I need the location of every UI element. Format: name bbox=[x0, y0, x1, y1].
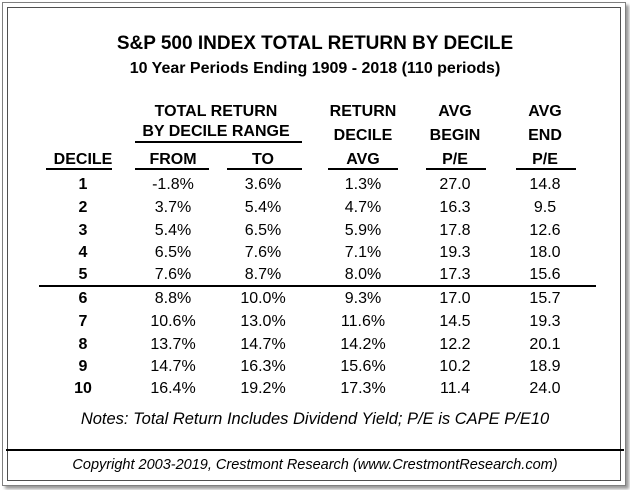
table-frame bbox=[2, 2, 626, 486]
cell-decile-row-10: 10 bbox=[74, 380, 92, 397]
header-end-pe-line2: END bbox=[528, 127, 562, 144]
cell-end-pe-row-9: 18.9 bbox=[529, 358, 561, 375]
copyright-text: Copyright 2003-2019, Crestmont Research … bbox=[72, 457, 558, 473]
header-to-underline bbox=[227, 168, 302, 170]
cell-to-row-8: 14.7% bbox=[240, 336, 286, 353]
cell-from-row-4: 6.5% bbox=[154, 244, 192, 261]
header-avg-line2: DECILE bbox=[333, 127, 393, 144]
cell-to-row-10: 19.2% bbox=[240, 380, 286, 397]
header-begin-pe-line1: AVG bbox=[438, 103, 472, 120]
cell-from-row-1: -1.8% bbox=[152, 176, 194, 193]
cell-end-pe-row-5: 15.6 bbox=[529, 266, 561, 283]
cell-avg-row-7: 11.6% bbox=[340, 313, 386, 330]
cell-to-row-1: 3.6% bbox=[244, 176, 282, 193]
cell-avg-row-2: 4.7% bbox=[344, 199, 382, 216]
header-begin-pe-line3: P/E bbox=[442, 151, 468, 168]
decile-divider bbox=[39, 285, 596, 287]
cell-avg-row-8: 14.2% bbox=[340, 336, 386, 353]
cell-begin-pe-row-4: 19.3 bbox=[439, 244, 471, 261]
cell-decile-row-5: 5 bbox=[78, 266, 88, 283]
table-notes: Notes: Total Return Includes Dividend Yi… bbox=[80, 410, 550, 428]
cell-decile-row-9: 9 bbox=[78, 358, 88, 375]
cell-end-pe-row-4: 18.0 bbox=[529, 244, 561, 261]
header-begin-pe-line2: BEGIN bbox=[429, 127, 481, 144]
header-avg-line1: RETURN bbox=[329, 103, 397, 120]
cell-from-row-5: 7.6% bbox=[154, 266, 192, 283]
header-avg-line3: AVG bbox=[346, 151, 380, 168]
header-from: FROM bbox=[149, 151, 197, 168]
cell-begin-pe-row-2: 16.3 bbox=[439, 199, 471, 216]
cell-to-row-7: 13.0% bbox=[240, 313, 286, 330]
cell-begin-pe-row-3: 17.8 bbox=[439, 222, 471, 239]
cell-to-row-6: 10.0% bbox=[240, 290, 286, 307]
cell-begin-pe-row-10: 11.4 bbox=[440, 380, 470, 397]
cell-to-row-2: 5.4% bbox=[244, 199, 282, 216]
cell-avg-row-5: 8.0% bbox=[344, 266, 382, 283]
cell-from-row-9: 14.7% bbox=[150, 358, 196, 375]
cell-end-pe-row-10: 24.0 bbox=[529, 380, 561, 397]
cell-decile-row-7: 7 bbox=[78, 313, 88, 330]
header-avg-underline bbox=[328, 168, 398, 170]
cell-begin-pe-row-9: 10.2 bbox=[439, 358, 471, 375]
cell-from-row-10: 16.4% bbox=[150, 380, 196, 397]
table-border bbox=[7, 7, 621, 481]
group-header-underline bbox=[135, 141, 302, 143]
cell-begin-pe-row-7: 14.5 bbox=[439, 313, 471, 330]
header-decile: DECILE bbox=[53, 151, 113, 168]
header-end-pe-line3: P/E bbox=[532, 151, 558, 168]
header-end-pe-line1: AVG bbox=[528, 103, 562, 120]
cell-begin-pe-row-5: 17.3 bbox=[439, 266, 471, 283]
cell-from-row-2: 3.7% bbox=[154, 199, 192, 216]
header-end-pe-underline bbox=[516, 168, 576, 170]
cell-from-row-3: 5.4% bbox=[154, 222, 192, 239]
cell-end-pe-row-7: 19.3 bbox=[529, 313, 561, 330]
cell-avg-row-1: 1.3% bbox=[344, 176, 382, 193]
cell-from-row-6: 8.8% bbox=[154, 290, 192, 307]
cell-begin-pe-row-1: 27.0 bbox=[439, 176, 471, 193]
cell-to-row-5: 8.7% bbox=[244, 266, 282, 283]
header-by-decile-range: BY DECILE RANGE bbox=[142, 123, 290, 140]
footer-divider bbox=[6, 449, 624, 451]
table-subtitle: 10 Year Periods Ending 1909 - 2018 (110 … bbox=[129, 60, 501, 77]
header-begin-pe-underline bbox=[426, 168, 486, 170]
cell-end-pe-row-3: 12.6 bbox=[529, 222, 561, 239]
cell-avg-row-4: 7.1% bbox=[344, 244, 382, 261]
cell-end-pe-row-2: 9.5 bbox=[533, 199, 557, 216]
cell-to-row-4: 7.6% bbox=[244, 244, 282, 261]
cell-from-row-7: 10.6% bbox=[150, 313, 196, 330]
cell-begin-pe-row-8: 12.2 bbox=[439, 336, 471, 353]
cell-to-row-3: 6.5% bbox=[244, 222, 282, 239]
header-from-underline bbox=[135, 168, 209, 170]
cell-decile-row-4: 4 bbox=[78, 244, 88, 261]
cell-avg-row-6: 9.3% bbox=[344, 290, 382, 307]
cell-avg-row-9: 15.6% bbox=[340, 358, 386, 375]
cell-avg-row-3: 5.9% bbox=[344, 222, 382, 239]
cell-end-pe-row-1: 14.8 bbox=[529, 176, 561, 193]
cell-decile-row-2: 2 bbox=[78, 199, 88, 216]
header-decile-underline bbox=[46, 168, 112, 170]
cell-avg-row-10: 17.3% bbox=[340, 380, 386, 397]
table-title: S&P 500 INDEX TOTAL RETURN BY DECILE bbox=[116, 33, 514, 54]
cell-decile-row-6: 6 bbox=[78, 290, 88, 307]
cell-begin-pe-row-6: 17.0 bbox=[439, 290, 471, 307]
header-to: TO bbox=[252, 151, 274, 168]
cell-from-row-8: 13.7% bbox=[150, 336, 196, 353]
cell-end-pe-row-8: 20.1 bbox=[529, 336, 561, 353]
cell-decile-row-8: 8 bbox=[78, 336, 88, 353]
header-total-return: TOTAL RETURN bbox=[154, 103, 278, 120]
cell-decile-row-3: 3 bbox=[78, 222, 88, 239]
cell-end-pe-row-6: 15.7 bbox=[529, 290, 561, 307]
cell-to-row-9: 16.3% bbox=[240, 358, 286, 375]
cell-decile-row-1: 1 bbox=[78, 176, 88, 193]
